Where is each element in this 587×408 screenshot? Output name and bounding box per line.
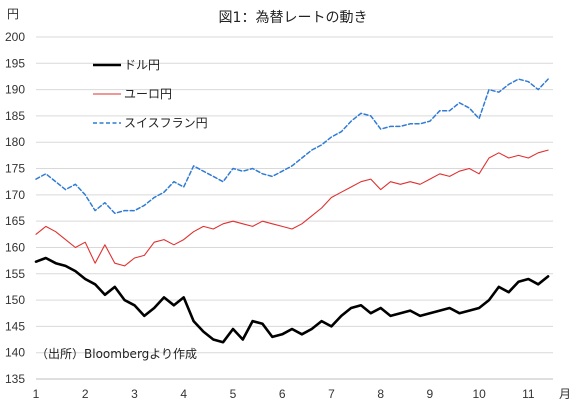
y-tick-label: 140 [5, 346, 25, 360]
x-tick-label: 7 [328, 387, 335, 401]
y-axis-tick-labels: 135 140 145 150 155 160 165 170 175 180 185 190 195 2… [5, 30, 25, 386]
y-tick-label: 200 [5, 30, 25, 44]
y-tick-label: 135 [5, 372, 25, 386]
x-tick-label: 2 [82, 387, 89, 401]
x-tick-label: 3 [131, 387, 138, 401]
y-tick-label: 155 [5, 267, 25, 281]
x-tick-label: 11 [522, 387, 535, 401]
y-tick-label: 165 [5, 214, 25, 228]
series-line-1 [34, 256, 550, 344]
y-tick-label: 150 [5, 293, 25, 307]
series-lines [34, 78, 550, 344]
y-tick-label: 190 [5, 83, 25, 97]
x-tick-label: 1 [33, 387, 40, 401]
y-tick-label: 170 [5, 188, 25, 202]
y-tick-label: 175 [5, 162, 25, 176]
y-tick-label: 160 [5, 240, 25, 254]
series-line-3 [35, 78, 549, 215]
series-line-2 [35, 149, 549, 267]
chart-title: 図1：為替レートの動き [219, 10, 368, 26]
legend-label: スイスフラン円 [124, 116, 208, 130]
x-tick-label: 4 [180, 387, 187, 401]
x-axis-unit-label: 月 [559, 387, 571, 401]
x-tick-label: 6 [279, 387, 286, 401]
x-tick-label: 10 [472, 387, 486, 401]
horizontal-gridlines [36, 36, 553, 354]
legend-label: ドル円 [124, 58, 160, 72]
legend-label: ユーロ円 [124, 87, 172, 101]
x-axis-tick-labels: 1 2 3 4 5 6 7 8 9 10 11 [33, 387, 535, 401]
y-tick-label: 145 [5, 319, 25, 333]
y-axis-unit-label: 円 [7, 7, 19, 21]
y-tick-label: 195 [5, 56, 25, 70]
x-tick-label: 8 [377, 387, 384, 401]
y-tick-label: 185 [5, 109, 25, 123]
x-tick-label: 5 [230, 387, 237, 401]
x-tick-label: 9 [427, 387, 434, 401]
source-note: （出所）Bloombergより作成 [36, 347, 197, 361]
y-tick-label: 180 [5, 135, 25, 149]
